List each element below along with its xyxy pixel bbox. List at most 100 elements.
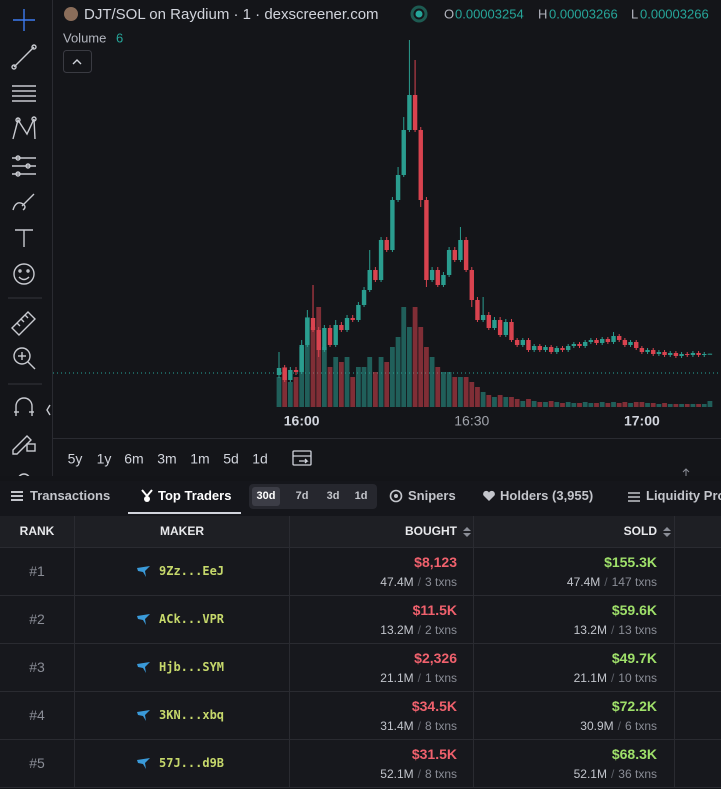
maker[interactable]: 57J...d9B [159,756,225,770]
candle-body [350,318,355,320]
range-button[interactable]: 1y [97,451,112,467]
volume-bar [531,401,537,407]
collapse-button[interactable] [63,50,92,73]
candle-body [634,342,639,348]
column-header: SOLD [623,524,657,538]
range-button[interactable]: 3m [157,451,176,467]
sold-txns: 10 txns [618,671,657,685]
range-button[interactable]: 1m [190,451,209,467]
sold-detail: 30.9M/6 txns [580,719,657,733]
range-button[interactable]: 6m [124,451,143,467]
bought-cell: $34.5K 31.4M/8 txns [290,692,457,739]
tab-snipers[interactable]: Snipers [408,488,456,503]
pattern-tool[interactable] [12,116,37,140]
volume-bar [401,307,407,407]
tab-icon [483,490,495,501]
emoji-tool[interactable] [13,263,35,285]
volume-bar [293,377,299,407]
volume-bar [384,362,390,407]
volume-bar [486,395,492,407]
volume-bar [616,403,622,407]
volume-bar [321,347,327,407]
period-option[interactable]: 7d [295,490,309,502]
column-border [473,596,474,643]
ruler-tool[interactable] [11,311,36,336]
sort-icon[interactable] [663,526,671,538]
column-border [289,516,290,547]
candle-body [565,346,571,350]
candle-body [299,345,304,372]
text-tool[interactable] [15,229,33,247]
sold-tokens: 30.9M [580,719,614,733]
lock-draw-tool[interactable] [12,435,36,455]
crosshair-tool[interactable] [13,9,35,31]
date-range-icon[interactable] [292,450,312,466]
toolbar-collapse[interactable] [46,404,51,416]
candle-body [543,347,548,350]
candle-body [560,348,565,350]
tab-holders[interactable]: Holders (3,955) [500,488,594,503]
column-border [674,692,675,739]
volume-bar [684,404,690,407]
column-border [289,548,290,595]
resize-handle[interactable] [682,468,690,476]
volume-bar [526,399,531,407]
volume-bar [435,367,441,407]
range-button[interactable]: 1d [252,451,268,467]
tab-transactions[interactable]: Transactions [30,488,111,503]
sort-arrows [463,527,471,537]
bought-txns: 2 txns [424,623,457,637]
candle-body [373,270,378,280]
sold-txns: 6 txns [624,719,657,733]
tab-top-traders[interactable]: Top Traders [128,481,242,514]
period-option[interactable]: 1d [354,490,368,502]
sold-usd: $68.3K [611,746,657,762]
tab-liquidity[interactable]: Liquidity Pro [646,488,721,503]
volume-bar [628,403,633,407]
volume-bar [605,403,611,407]
chevron [72,59,82,65]
ohlc-value: 0.00003266 [640,6,709,21]
period-option[interactable]: 30d [252,487,280,506]
volume-bar [469,382,475,407]
wallet-icon-shape [137,566,150,577]
volume-bar [543,402,548,407]
period-option[interactable]: 3d [326,490,340,502]
more-tool[interactable] [18,473,30,476]
trendline-tool[interactable] [11,44,37,70]
bought-detail: 52.1M/8 txns [380,767,457,781]
maker[interactable]: Hjb...SYM [159,660,225,674]
candle-body [645,350,650,352]
volume-bar [594,403,599,407]
magnet-tool[interactable] [14,397,34,416]
volume-bar [350,377,356,407]
range-button[interactable]: 5d [223,451,239,467]
bought-cell: $2,326 21.1M/1 txns [290,644,457,691]
separator: / [604,575,608,589]
volume-bar [565,402,571,407]
range-button[interactable]: 5y [68,451,83,467]
column-border [674,516,675,547]
rank: #4 [29,707,45,723]
candle-body [463,240,469,270]
separator: / [610,767,615,781]
sold-detail: 52.1M/36 txns [574,767,657,781]
brush-tool[interactable] [12,193,35,211]
fib-tool[interactable] [12,85,36,102]
column-border [289,692,290,739]
maker[interactable]: 9Zz...EeJ [159,564,225,578]
volume-bar [503,397,509,407]
maker[interactable]: ACk...VPR [159,612,225,626]
tab-icon [389,489,403,503]
zoom-tool[interactable] [13,347,36,370]
maker[interactable]: 3KN...xbq [159,708,225,722]
candle-body [492,320,497,328]
volume-bar [571,403,577,407]
candle-body [531,346,537,350]
prediction-tool[interactable] [12,155,36,177]
rank: #1 [29,563,45,579]
separator: / [417,623,421,637]
sort-icon[interactable] [463,526,471,538]
candle-body [282,368,287,380]
volume-bar [458,377,463,407]
